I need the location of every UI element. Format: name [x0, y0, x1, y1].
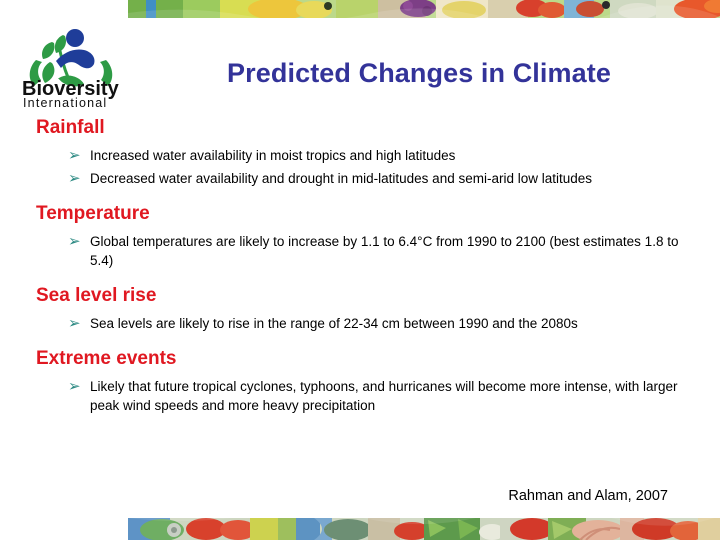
arrow-bullet-icon: ➢ — [68, 378, 81, 395]
section-heading: Rainfall — [36, 117, 105, 138]
slide-body: Rainfall ➢ Increased water availability … — [36, 116, 696, 419]
bullet-list: ➢ Global temperatures are likely to incr… — [36, 232, 696, 270]
bullet-item: ➢ Global temperatures are likely to incr… — [36, 232, 696, 270]
logo-leaf-upper-left — [42, 42, 55, 59]
section-extreme-events: Extreme events ➢ Likely that future trop… — [36, 347, 696, 415]
logo-figure-head — [66, 29, 84, 47]
citation-source: Rahman and Alam, 2007 — [508, 488, 668, 504]
bullet-list: ➢ Increased water availability in moist … — [36, 146, 696, 188]
logo-leaf-upper — [54, 35, 66, 53]
section-heading: Temperature — [36, 203, 150, 224]
slide-title: Predicted Changes in Climate — [227, 58, 611, 88]
bullet-list: ➢ Sea levels are likely to rise in the r… — [36, 314, 696, 333]
bullet-item: ➢ Likely that future tropical cyclones, … — [36, 377, 696, 415]
logo-artwork: Bioversity International — [22, 29, 120, 110]
logo-leaf-lower-left — [42, 62, 55, 83]
top-banner-artwork — [128, 0, 720, 18]
logo-name-bioversity: Bioversity — [22, 78, 120, 100]
logo-arc-right — [100, 60, 113, 86]
bullet-text: Sea levels are likely to rise in the ran… — [90, 316, 578, 331]
section-temperature: Temperature ➢ Global temperatures are li… — [36, 202, 696, 270]
logo-arc-left — [29, 60, 42, 86]
section-rainfall: Rainfall ➢ Increased water availability … — [36, 116, 696, 188]
logo-figure-body — [56, 49, 95, 69]
bottom-banner-artwork — [128, 518, 720, 540]
arrow-bullet-icon: ➢ — [68, 233, 81, 250]
bullet-list: ➢ Likely that future tropical cyclones, … — [36, 377, 696, 415]
bullet-text: Increased water availability in moist tr… — [90, 148, 456, 163]
arrow-bullet-icon: ➢ — [68, 315, 81, 332]
bullet-text: Decreased water availability and drought… — [90, 171, 593, 186]
bullet-text: Global temperatures are likely to increa… — [90, 234, 679, 268]
top-banner-image — [128, 0, 720, 18]
bottom-banner-image — [128, 518, 720, 540]
logo-leaf-bottom — [58, 75, 84, 87]
section-sea-level-rise: Sea level rise ➢ Sea levels are likely t… — [36, 284, 696, 333]
bullet-item: ➢ Decreased water availability and droug… — [36, 169, 696, 188]
bullet-text: Likely that future tropical cyclones, ty… — [90, 379, 678, 413]
arrow-bullet-icon: ➢ — [68, 147, 81, 164]
section-heading: Sea level rise — [36, 285, 157, 306]
bullet-item: ➢ Increased water availability in moist … — [36, 146, 696, 165]
arrow-bullet-icon: ➢ — [68, 170, 81, 187]
section-heading: Extreme events — [36, 348, 177, 369]
bullet-item: ➢ Sea levels are likely to rise in the r… — [36, 314, 696, 333]
bioversity-international-logo: Bioversity International — [14, 16, 138, 110]
logo-name-international: International — [23, 96, 107, 110]
